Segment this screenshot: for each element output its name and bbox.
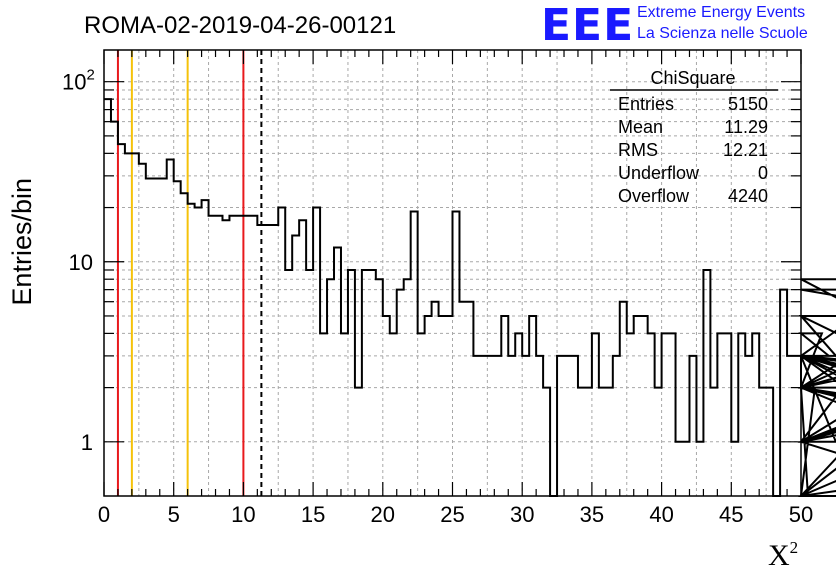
x-tick-label: 20 — [371, 502, 395, 527]
y-axis-label: Entries/bin — [7, 178, 37, 306]
chart-title: ROMA-02-2019-04-26-00121 — [84, 12, 396, 39]
stats-row-value: 12.21 — [723, 140, 768, 160]
stats-row-label: Mean — [618, 117, 663, 137]
y-tick-label: 1 — [81, 430, 93, 455]
stats-title: ChiSquare — [650, 68, 735, 88]
x-tick-label: 40 — [649, 502, 673, 527]
stats-row-value: 4240 — [728, 186, 768, 206]
x-axis-label: X2 — [768, 538, 798, 572]
stats-row-label: RMS — [618, 140, 658, 160]
y-tick-label: 10 — [69, 250, 93, 275]
eee-logo-line1: Extreme Energy Events — [637, 4, 805, 21]
x-tick-label: 10 — [231, 502, 255, 527]
histogram-series — [104, 98, 836, 497]
stats-row-label: Overflow — [618, 186, 690, 206]
stats-row-value: 11.29 — [724, 117, 768, 137]
axis-ticks — [103, 50, 802, 496]
stats-row-label: Underflow — [618, 163, 700, 183]
stats-rows: Entries 5150 Mean 11.29 RMS 12.21 Underflow 0 Ov… — [618, 94, 768, 206]
x-tick-label: 50 — [789, 502, 813, 527]
stats-row-value: 0 — [758, 163, 768, 183]
stats-row-label: Entries — [618, 94, 674, 114]
eee-logo: EEE Extreme Energy Events La Scienza nel… — [541, 0, 808, 51]
x-tick-label: 0 — [98, 502, 110, 527]
x-tick-label: 25 — [440, 502, 464, 527]
x-axis-label-base: X — [768, 539, 790, 572]
x-tick-label: 15 — [301, 502, 325, 527]
x-tick-label: 5 — [168, 502, 180, 527]
x-tick-label: 35 — [580, 502, 604, 527]
y-tick-label: 102 — [62, 67, 95, 95]
x-axis-label-exponent: 2 — [790, 538, 799, 557]
x-tick-labels: 0 5 10 15 20 25 30 35 40 45 50 — [98, 502, 813, 527]
x-tick-label: 30 — [510, 502, 534, 527]
histogram-step-line — [104, 98, 836, 497]
y-tick-label-base: 10 — [62, 70, 86, 95]
stats-box: ChiSquare Entries 5150 Mean 11.29 RMS 12.21 Un… — [610, 68, 778, 206]
eee-logo-line2: La Scienza nelle Scuole — [637, 25, 808, 42]
stats-row-value: 5150 — [728, 94, 768, 114]
eee-logo-mark: EEE — [541, 0, 634, 51]
y-tick-label-exponent: 2 — [86, 67, 94, 84]
x-tick-label: 45 — [719, 502, 743, 527]
